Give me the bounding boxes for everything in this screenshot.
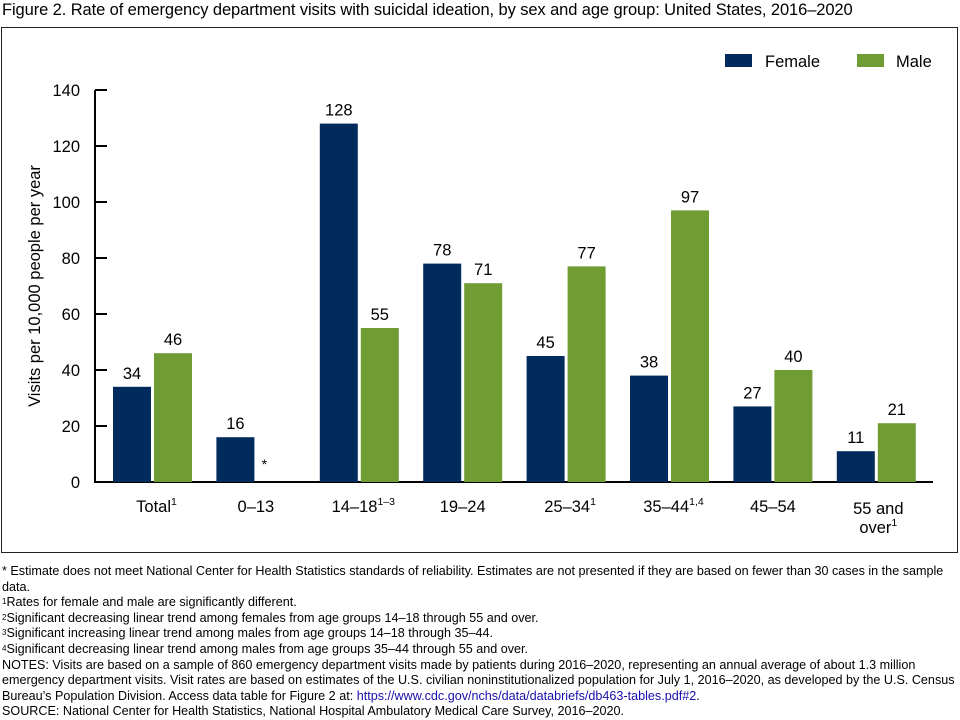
footnote-1: 1Rates for female and male are significa… — [2, 595, 297, 610]
bar-female — [630, 375, 668, 482]
source: SOURCE: National Center for Health Stati… — [2, 704, 625, 719]
data-label: 27 — [743, 384, 761, 402]
data-label: 78 — [433, 242, 451, 260]
y-tick-label: 80 — [62, 250, 80, 268]
data-labels: 34 46 16 * 128 55 78 71 45 77 38 97 27 40 11 21 — [123, 102, 906, 472]
y-tick-label: 100 — [52, 194, 80, 212]
data-label: 21 — [888, 401, 906, 419]
footnote-asterisk: * Estimate does not meet National Center… — [2, 564, 944, 594]
bars — [113, 123, 916, 482]
footnote-4: 4Significant decreasing linear trend amo… — [2, 641, 529, 656]
chart-frame — [1, 27, 958, 553]
legend-swatch-female — [725, 54, 752, 67]
x-tick-label: 55 and — [853, 500, 903, 518]
x-tick-label: 35–441,4 — [643, 496, 704, 516]
x-tick-label: 19–24 — [440, 498, 486, 516]
data-label: 55 — [371, 306, 389, 324]
figure-title: Figure 2. Rate of emergency department v… — [2, 1, 853, 19]
data-label: 45 — [536, 334, 554, 352]
bar-male — [464, 283, 503, 482]
bar-female — [526, 356, 565, 482]
bar-female — [113, 386, 151, 482]
bar-male — [774, 370, 813, 482]
footnote-3: 3Significant increasing linear trend amo… — [2, 626, 494, 641]
data-label: 16 — [226, 415, 244, 433]
y-tick-label: 40 — [62, 362, 80, 380]
y-axis-label: Visits per 10,000 people per year — [26, 165, 44, 407]
data-label: 38 — [640, 354, 658, 372]
suppressed-marker: * — [262, 456, 268, 472]
legend-swatch-male — [857, 54, 884, 67]
x-tick-label: 14–181–3 — [332, 496, 396, 516]
y-tick-label: 20 — [62, 418, 80, 436]
bar-male — [877, 423, 916, 482]
bar-male — [671, 210, 709, 482]
bar-male — [567, 266, 606, 482]
y-tick-label: 0 — [71, 474, 80, 492]
legend-label-female: Female — [765, 53, 820, 71]
bar-female — [216, 437, 255, 482]
x-tick-label: 0–13 — [238, 498, 275, 516]
x-tick-label-line2: over1 — [859, 517, 897, 537]
data-label: 40 — [784, 348, 802, 366]
y-tick-label: 120 — [52, 138, 80, 156]
legend: Female Male — [725, 53, 932, 71]
y-tick-label: 140 — [52, 82, 80, 100]
y-tick-label: 60 — [62, 306, 80, 324]
bar-male — [360, 328, 399, 482]
bar-female — [319, 123, 358, 482]
data-table-link[interactable]: https://www.cdc.gov/nchs/data/databriefs… — [356, 688, 697, 703]
data-label: 97 — [681, 188, 699, 206]
notes: NOTES: Visits are based on a sample of 8… — [2, 657, 955, 703]
footnotes: * Estimate does not meet National Center… — [2, 564, 958, 720]
bar-female — [423, 263, 462, 482]
data-label: 128 — [325, 102, 353, 120]
data-label: 11 — [847, 429, 864, 447]
legend-label-male: Male — [896, 53, 932, 71]
data-label: 46 — [164, 331, 182, 349]
x-tick-label: Total1 — [136, 496, 177, 516]
x-tick-label: 25–341 — [544, 496, 596, 516]
data-label: 77 — [577, 244, 595, 262]
bar-female — [733, 406, 772, 482]
footnote-2: 2Significant decreasing linear trend amo… — [2, 610, 539, 625]
bar-male — [154, 353, 192, 482]
x-tick-labels: Total1 0–13 14–181–3 19–24 25–341 35–441,4 45–… — [136, 496, 903, 537]
data-label: 71 — [474, 261, 492, 279]
data-label: 34 — [123, 365, 141, 383]
x-tick-label: 45–54 — [750, 498, 796, 516]
bar-female — [836, 451, 875, 482]
